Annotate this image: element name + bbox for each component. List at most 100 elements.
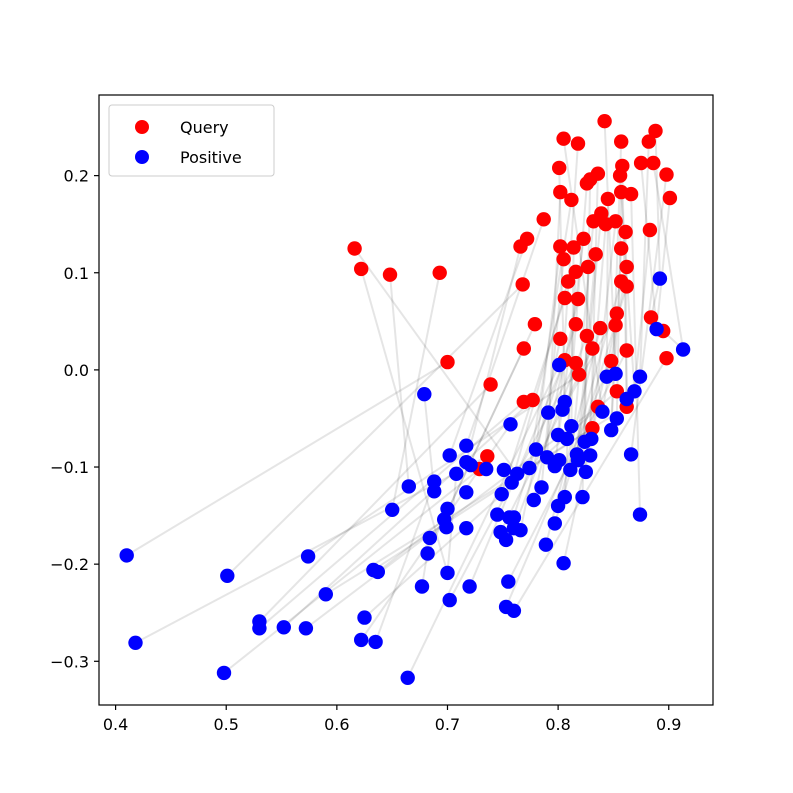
point-positive <box>528 442 544 457</box>
point-query <box>553 239 568 254</box>
point-positive <box>449 466 464 481</box>
point-positive <box>649 321 664 337</box>
point-query <box>586 214 601 229</box>
point-positive <box>506 603 522 618</box>
point-positive <box>575 489 590 505</box>
point-query <box>614 134 629 149</box>
pair-line <box>421 537 431 587</box>
point-positive <box>503 417 518 432</box>
point-positive <box>490 507 505 522</box>
point-positive <box>298 621 314 636</box>
point-query <box>619 259 634 275</box>
point-positive <box>496 462 512 478</box>
series-positive <box>119 271 691 685</box>
point-query <box>480 449 495 464</box>
pair-line <box>223 468 481 674</box>
point-query <box>515 277 530 292</box>
point-query <box>553 184 568 200</box>
point-positive <box>440 565 455 581</box>
point-query <box>633 155 649 171</box>
axes-frame <box>98 94 714 706</box>
point-query <box>648 123 663 139</box>
pair-line <box>360 268 449 574</box>
pair-line <box>563 271 577 498</box>
point-query <box>560 274 576 289</box>
pair-line <box>652 162 685 350</box>
point-query <box>659 351 674 366</box>
point-query <box>556 131 571 146</box>
point-query <box>566 240 581 255</box>
pair-line <box>226 283 524 577</box>
point-query <box>513 239 528 254</box>
point-positive <box>414 579 430 594</box>
x-tick-label: 0.6 <box>324 715 349 734</box>
point-positive <box>357 610 372 625</box>
point-positive <box>595 404 610 419</box>
point-positive <box>427 484 442 499</box>
point-query <box>354 261 369 277</box>
pair-line <box>654 130 661 279</box>
pair-line <box>126 361 449 557</box>
point-query <box>564 192 579 208</box>
point-positive <box>577 434 592 449</box>
point-query <box>659 167 674 182</box>
point-positive <box>370 564 385 580</box>
point-query <box>580 259 596 275</box>
y-tick-label: −0.2 <box>50 555 89 574</box>
pair-line <box>557 143 579 436</box>
y-tick-label: 0.1 <box>64 264 89 283</box>
point-positive <box>276 620 291 635</box>
point-positive <box>459 438 474 453</box>
point-positive <box>632 507 648 522</box>
pair-line <box>374 481 436 643</box>
pair-line <box>513 357 668 612</box>
point-query <box>590 166 606 181</box>
point-positive <box>559 431 575 447</box>
point-query <box>609 306 624 321</box>
point-query <box>568 355 583 371</box>
point-positive <box>504 475 519 490</box>
point-query <box>568 264 583 279</box>
point-positive <box>300 549 316 564</box>
point-positive <box>557 394 572 410</box>
point-query <box>619 343 634 358</box>
point-query <box>579 176 595 191</box>
pair-line <box>624 231 628 400</box>
pair-line <box>655 197 671 330</box>
pair-line <box>465 246 522 463</box>
point-positive <box>417 387 432 402</box>
point-positive <box>578 464 593 480</box>
point-positive <box>632 369 648 384</box>
x-tick-label: 0.4 <box>103 715 128 734</box>
point-query <box>527 317 543 332</box>
point-positive <box>442 592 457 608</box>
pair-line <box>447 323 536 510</box>
point-positive <box>422 530 437 546</box>
point-query <box>600 191 616 207</box>
legend-marker-positive <box>135 150 149 164</box>
pair-line <box>389 274 410 487</box>
point-positive <box>534 480 549 495</box>
point-query <box>382 267 398 282</box>
point-positive <box>564 419 579 434</box>
point-query <box>641 134 656 149</box>
point-positive <box>479 461 494 477</box>
pair-line <box>377 518 445 573</box>
point-positive <box>541 405 556 420</box>
point-query <box>642 222 658 238</box>
pair-line <box>391 272 441 510</box>
point-query <box>608 318 623 333</box>
point-positive <box>556 556 571 571</box>
point-positive <box>494 487 509 502</box>
point-positive <box>318 587 333 602</box>
point-query <box>623 186 639 202</box>
pair-line <box>566 183 588 439</box>
point-query <box>619 279 634 294</box>
point-query <box>552 160 567 176</box>
pair-line <box>575 254 597 455</box>
point-query <box>516 341 531 356</box>
point-query <box>571 367 587 382</box>
point-positive <box>563 462 578 478</box>
point-query <box>608 214 623 229</box>
